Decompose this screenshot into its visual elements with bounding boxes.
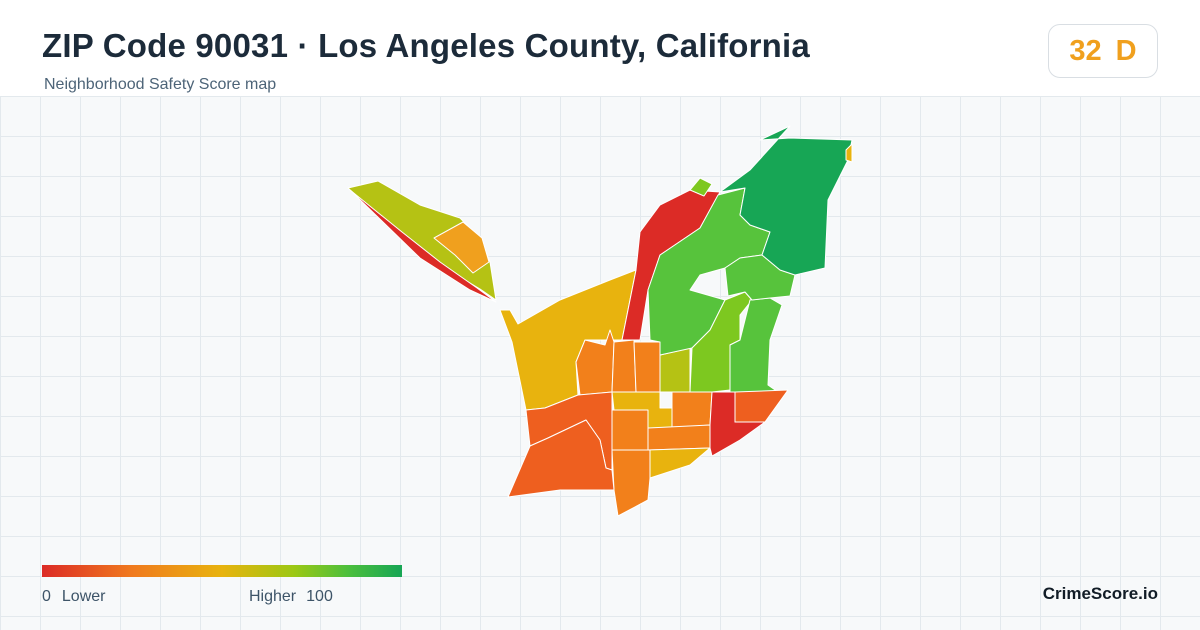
legend-high-text: Higher [249, 588, 297, 605]
legend-color-scale [42, 565, 402, 577]
map-region[interactable] [659, 347, 691, 393]
map-region[interactable] [633, 341, 661, 393]
map-region[interactable] [433, 221, 490, 274]
score-grade: D [1115, 34, 1137, 67]
map-region[interactable] [647, 447, 711, 479]
legend-high-value: 100 [306, 588, 333, 605]
map-region[interactable] [611, 449, 651, 517]
map-region[interactable] [724, 254, 796, 301]
score-value: 32 [1069, 34, 1102, 67]
map-region[interactable] [611, 409, 649, 451]
legend-high-label: Higher 100 [249, 588, 333, 606]
map-region[interactable] [647, 424, 711, 451]
map-region[interactable] [689, 177, 713, 197]
header: ZIP Code 90031 · Los Angeles County, Cal… [0, 0, 1200, 96]
score-badge: 32 D [1048, 24, 1158, 78]
legend-low-value: 0 [42, 588, 51, 605]
brand-logo-text: CrimeScore.io [1042, 584, 1158, 603]
map-region[interactable] [719, 125, 853, 276]
page-subtitle: Neighborhood Safety Score map [44, 76, 277, 93]
map-region[interactable] [349, 189, 497, 303]
map-region[interactable] [507, 419, 615, 498]
page-title: ZIP Code 90031 · Los Angeles County, Cal… [42, 27, 810, 64]
legend-low-text: Lower [61, 588, 106, 605]
map-region[interactable] [845, 143, 853, 163]
map-region[interactable] [611, 339, 637, 393]
legend-low-label: 0 Lower [42, 588, 105, 606]
map-region[interactable] [734, 389, 789, 423]
map-region[interactable] [671, 391, 713, 429]
